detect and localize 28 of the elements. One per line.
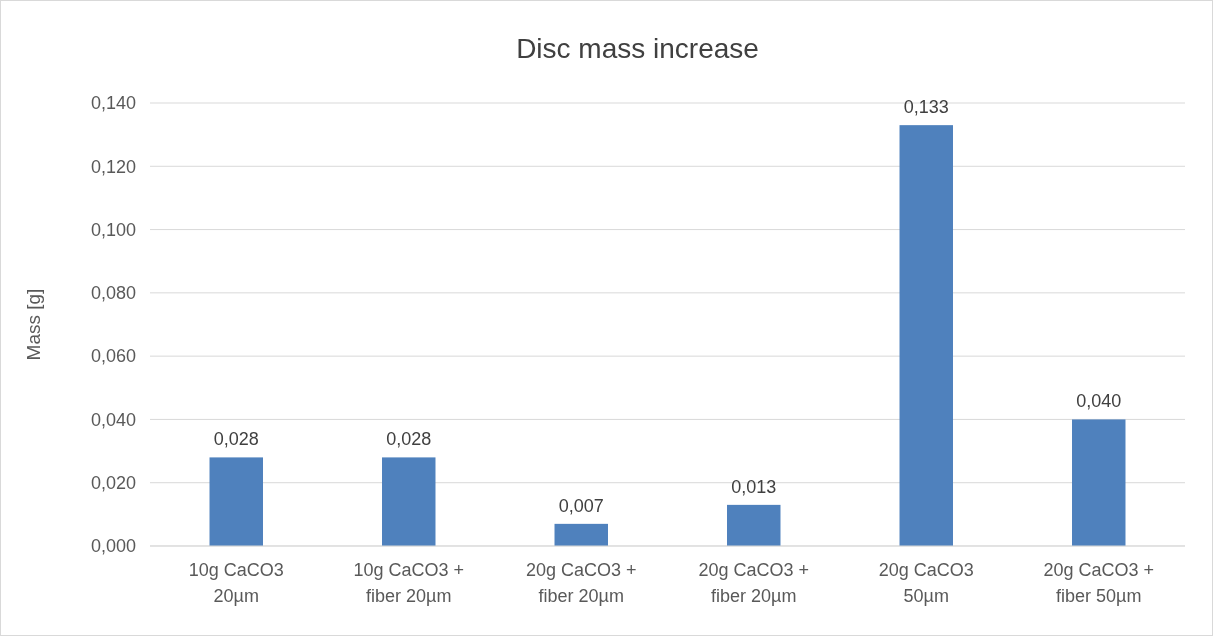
x-tick-label: 10g CaCO3 + fiber 20µm [353,560,465,606]
x-tick-label: 20g CaCO3 + fiber 50µm [1043,560,1155,606]
y-tick-label: 0,040 [90,409,136,430]
y-tick-label: 0,140 [90,93,136,114]
x-tick-label: 20g CaCO3 + fiber 20µm [698,560,810,606]
data-label: 0,028 [213,429,259,450]
data-label: 0,028 [386,429,432,450]
data-label: 0,007 [558,495,604,516]
bar [1072,419,1126,546]
bar [554,523,608,546]
data-label: 0,040 [1076,391,1122,412]
y-tick-label: 0,000 [90,536,136,557]
x-tick-label: 10g CaCO3 20µm [188,560,284,606]
y-tick-label: 0,120 [90,156,136,177]
x-tick-label: 20g CaCO3 + fiber 20µm [525,560,637,606]
data-label: 0,133 [903,97,949,118]
y-tick-label: 0,080 [90,283,136,304]
bar [382,457,436,546]
y-axis-title: Mass [g] [23,288,44,361]
chart-title: Disc mass increase [516,33,759,64]
bar [209,457,263,546]
y-tick-label: 0,100 [90,219,136,240]
bar [727,504,781,546]
y-tick-label: 0,060 [90,346,136,367]
bar [899,125,953,546]
y-tick-label: 0,020 [90,472,136,493]
data-label: 0,013 [731,476,777,497]
x-tick-label: 20g CaCO3 50µm [878,560,974,606]
